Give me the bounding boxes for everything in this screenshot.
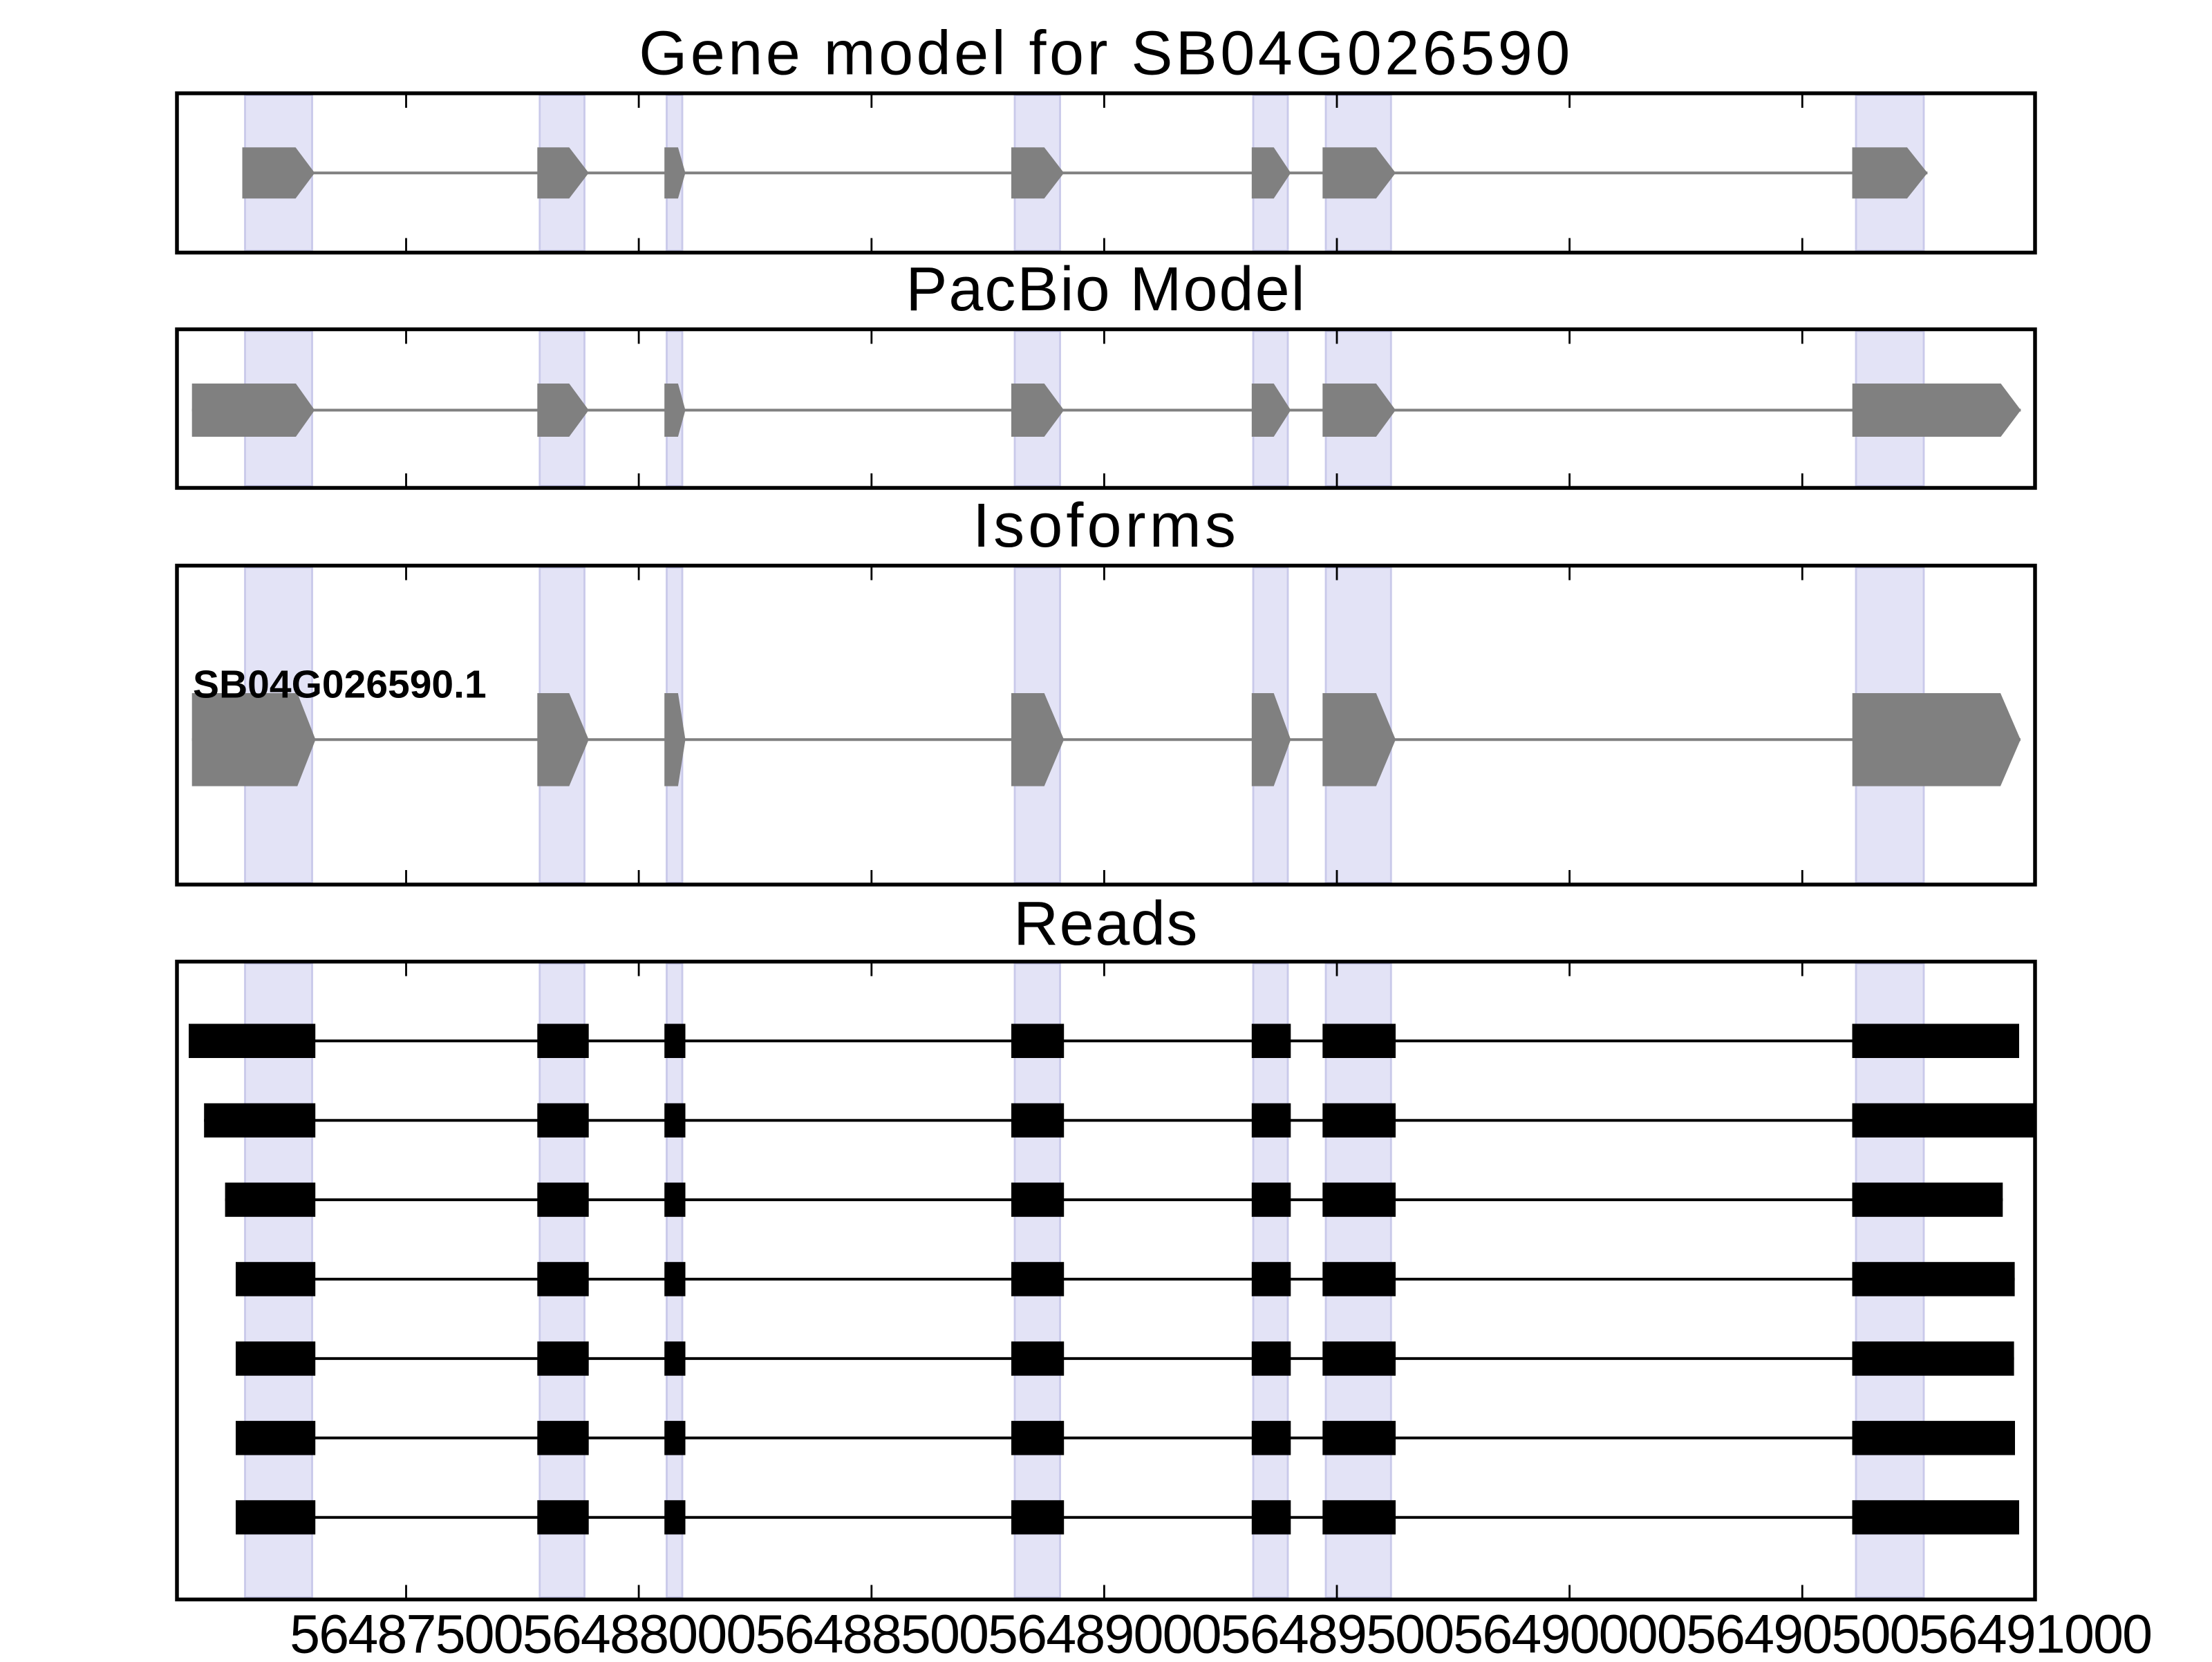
svg-text:Isoforms: Isoforms [973, 491, 1239, 560]
svg-text:56490500: 56490500 [1686, 1603, 1919, 1659]
svg-text:SB04G026590.1: SB04G026590.1 [193, 663, 487, 707]
svg-text:Reads: Reads [1013, 889, 1199, 959]
svg-text:Gene model for SB04G026590: Gene model for SB04G026590 [639, 19, 1573, 88]
svg-text:56489500: 56489500 [1221, 1603, 1454, 1659]
svg-text:56490000: 56490000 [1453, 1603, 1686, 1659]
svg-text:PacBio Model: PacBio Model [906, 255, 1306, 324]
svg-text:56488500: 56488500 [755, 1603, 988, 1659]
svg-text:56488000: 56488000 [523, 1603, 756, 1659]
svg-text:56489000: 56489000 [988, 1603, 1221, 1659]
svg-text:56491000: 56491000 [1919, 1603, 2152, 1659]
svg-text:56487500: 56487500 [290, 1603, 523, 1659]
